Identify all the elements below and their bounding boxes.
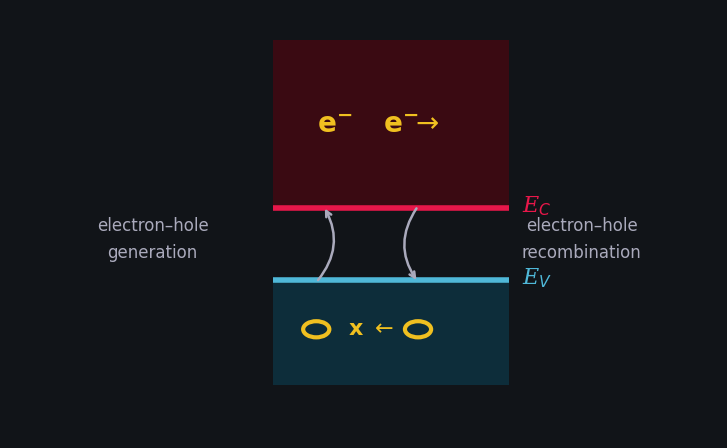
Text: E$_C$: E$_C$ bbox=[522, 194, 552, 218]
Text: E$_V$: E$_V$ bbox=[522, 266, 553, 289]
Text: x $\leftarrow$: x $\leftarrow$ bbox=[348, 319, 394, 339]
Text: e$^{\mathbf{-}}$$\!\!\rightarrow$: e$^{\mathbf{-}}$$\!\!\rightarrow$ bbox=[382, 112, 439, 139]
Bar bbox=[273, 40, 509, 206]
Bar bbox=[273, 278, 509, 385]
Text: e$^{\mathbf{-}}$: e$^{\mathbf{-}}$ bbox=[317, 112, 352, 139]
Text: electron–hole
generation: electron–hole generation bbox=[97, 217, 209, 262]
Text: electron–hole
recombination: electron–hole recombination bbox=[522, 217, 641, 262]
